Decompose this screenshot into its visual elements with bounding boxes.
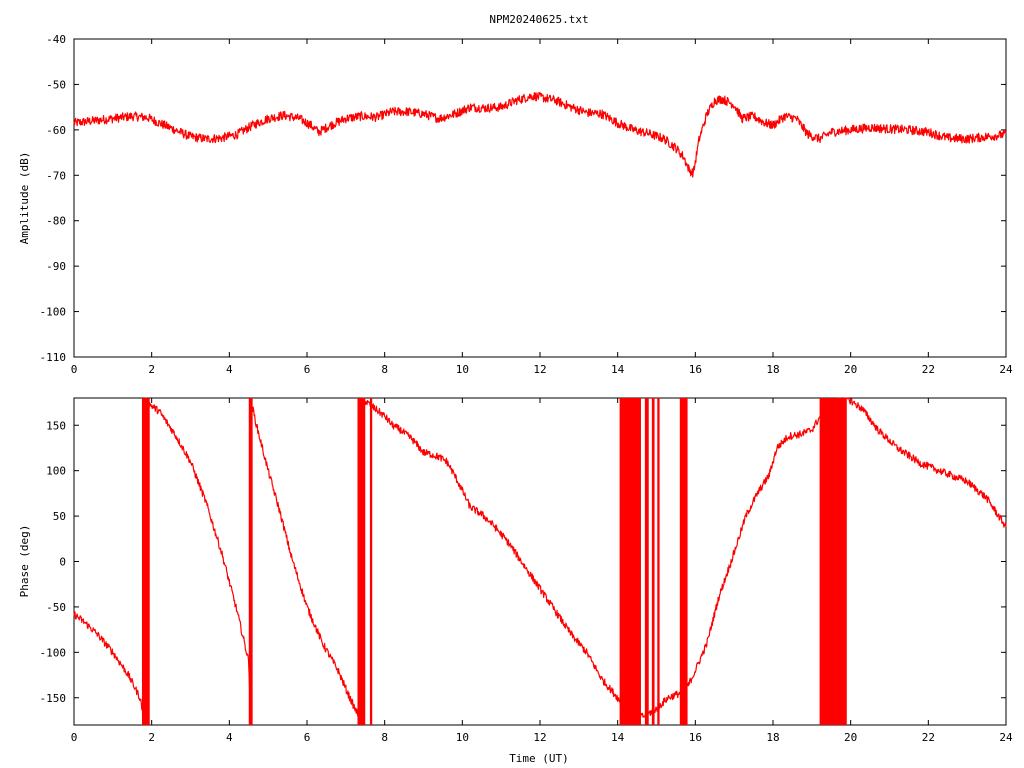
phase-wrap-band [141, 398, 150, 725]
amplitude-x-tick-label: 18 [766, 363, 779, 376]
phase-y-tick-label: 150 [46, 419, 66, 432]
amplitude-y-tick-label: -70 [46, 169, 66, 182]
phase-y-tick-label: -150 [40, 692, 67, 705]
phase-x-tick-label: 2 [148, 731, 155, 744]
phase-wrap-band [657, 398, 660, 725]
phase-x-tick-label: 4 [226, 731, 233, 744]
phase-x-tick-label: 8 [381, 731, 388, 744]
phase-x-tick-label: 24 [999, 731, 1013, 744]
amplitude-x-tick-label: 12 [533, 363, 546, 376]
amplitude-x-tick-label: 4 [226, 363, 233, 376]
phase-x-tick-label: 14 [611, 731, 625, 744]
phase-wrap-band [369, 398, 373, 725]
amplitude-x-tick-label: 20 [844, 363, 857, 376]
phase-data [73, 397, 1007, 725]
amplitude-x-tick-label: 0 [71, 363, 78, 376]
phase-y-tick-label: 0 [59, 556, 66, 569]
phase-y-tick-label: -50 [46, 601, 66, 614]
amplitude-ticks: 0 2 4 6 8 10 12 14 16 18 20 22 24-40-50-60-70-80-90-… [40, 33, 1013, 376]
x-axis-label: Time (UT) [509, 752, 569, 765]
amplitude-y-tick-label: -50 [46, 78, 66, 91]
phase-y-axis-label: Phase (deg) [18, 525, 31, 598]
amplitude-x-tick-label: 16 [689, 363, 702, 376]
amplitude-x-tick-label: 24 [999, 363, 1013, 376]
phase-x-tick-label: 0 [71, 731, 78, 744]
phase-x-tick-label: 20 [844, 731, 857, 744]
amplitude-x-tick-label: 10 [456, 363, 469, 376]
phase-wrap-band [644, 398, 649, 725]
phase-x-tick-label: 12 [533, 731, 546, 744]
chart-title: NPM20240625.txt [489, 13, 588, 26]
phase-wrap-band [819, 398, 847, 725]
phase-y-tick-label: -100 [40, 646, 67, 659]
phase-x-tick-label: 22 [922, 731, 935, 744]
phase-series-line [73, 397, 1007, 725]
phase-x-tick-label: 16 [689, 731, 702, 744]
amplitude-y-tick-label: -60 [46, 124, 66, 137]
amplitude-panel: 0 2 4 6 8 10 12 14 16 18 20 22 24-40-50-60-70-80-90-… [18, 33, 1013, 376]
amplitude-y-tick-label: -40 [46, 33, 66, 46]
phase-wrap-band [679, 398, 688, 725]
amplitude-y-tick-label: -80 [46, 215, 66, 228]
amplitude-data [73, 91, 1007, 178]
amplitude-y-axis-label: Amplitude (dB) [18, 152, 31, 245]
amplitude-x-tick-label: 6 [304, 363, 311, 376]
phase-x-tick-label: 6 [304, 731, 311, 744]
phase-wrap-band [248, 398, 253, 725]
phase-y-tick-label: 100 [46, 465, 66, 478]
amplitude-series-line [73, 91, 1007, 178]
phase-panel: 0 2 4 6 8 10 12 14 16 18 20 22 24150100500-50-100-15… [18, 397, 1013, 765]
amplitude-y-tick-label: -110 [40, 351, 67, 364]
amplitude-y-tick-label: -90 [46, 260, 66, 273]
amplitude-x-tick-label: 14 [611, 363, 625, 376]
phase-ticks: 0 2 4 6 8 10 12 14 16 18 20 22 24150100500-50-100-15… [40, 398, 1013, 744]
amplitude-x-tick-label: 22 [922, 363, 935, 376]
amplitude-x-tick-label: 8 [381, 363, 388, 376]
phase-y-tick-label: 50 [53, 510, 66, 523]
phase-wrap-band [619, 398, 641, 725]
phase-x-tick-label: 18 [766, 731, 779, 744]
phase-wrap-band [357, 398, 366, 725]
phase-x-tick-label: 10 [456, 731, 469, 744]
amplitude-y-tick-label: -100 [40, 306, 67, 319]
amplitude-x-tick-label: 2 [148, 363, 155, 376]
phase-wrap-band [651, 398, 655, 725]
